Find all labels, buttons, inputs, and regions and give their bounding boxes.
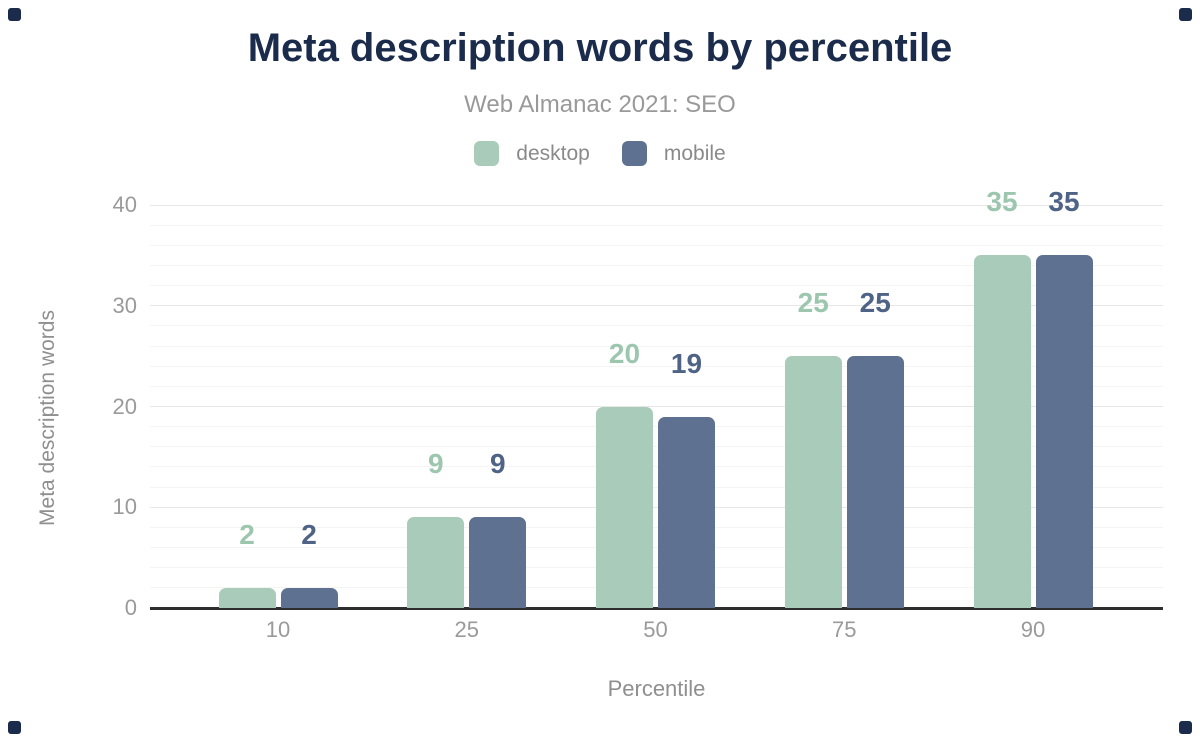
bar-desktop-p50[interactable] [596,406,653,608]
value-label-desktop-p50: 20 [608,337,641,369]
value-label-desktop-p75: 25 [797,287,829,319]
minor-gridline [150,244,1163,246]
corner-marker [8,8,21,21]
value-label-desktop-p25: 9 [427,448,444,480]
x-tick-label-75: 75 [832,617,857,642]
minor-gridline [150,385,1163,387]
x-tick-label-10: 10 [265,617,291,642]
y-tick-label-20: 20 [112,393,137,419]
value-label-mobile-p10: 2 [301,518,317,550]
y-tick-label-0: 0 [124,595,137,620]
major-gridline [150,406,1163,407]
x-tick-label-90: 90 [1020,617,1046,642]
bar-mobile-p10[interactable] [280,587,338,608]
y-tick-label-40: 40 [112,192,137,217]
bar-desktop-p10[interactable] [218,587,276,608]
x-tick-label-25: 25 [454,617,479,642]
legend-item-mobile[interactable]: mobile [621,141,726,166]
minor-gridline [150,264,1163,266]
minor-gridline [150,426,1163,428]
major-gridline [150,204,1163,206]
minor-gridline [150,365,1163,367]
legend-swatch-desktop [474,141,500,166]
bar-desktop-p75[interactable] [784,356,842,608]
bar-mobile-p50[interactable] [658,416,715,608]
major-gridline [150,506,1163,508]
x-axis-title: Percentile [607,676,706,701]
minor-gridline [150,526,1163,528]
minor-gridline [150,567,1163,569]
bar-desktop-p25[interactable] [407,517,465,608]
minor-gridline [150,486,1163,488]
value-label-desktop-p90: 35 [986,186,1018,218]
chart-title: Meta description words by percentile [247,26,953,70]
value-label-mobile-p75: 25 [859,287,891,319]
x-axis-line [150,607,1163,610]
minor-gridline [150,224,1163,226]
minor-gridline [150,446,1163,448]
corner-marker [1179,721,1192,734]
legend-label: desktop [516,141,590,165]
value-label-desktop-p10: 2 [239,518,255,550]
minor-gridline [150,325,1163,327]
value-label-mobile-p50: 19 [670,347,703,379]
value-label-mobile-p25: 9 [489,448,506,480]
chart-subtitle: Web Almanac 2021: SEO [464,91,736,118]
bar-mobile-p90[interactable] [1035,255,1093,608]
y-tick-label-10: 10 [112,494,137,520]
corner-marker [8,721,21,734]
minor-gridline [150,587,1163,589]
y-axis-title: Meta description words [36,310,59,526]
x-tick-label-50: 50 [643,617,668,642]
legend-swatch-mobile [621,141,647,166]
bar-desktop-p90[interactable] [973,255,1031,608]
legend-item-desktop[interactable]: desktop [474,141,590,166]
y-tick-label-30: 30 [112,292,137,318]
major-gridline [150,305,1163,307]
minor-gridline [150,345,1163,347]
bar-mobile-p75[interactable] [846,356,904,608]
minor-gridline [150,466,1163,468]
corner-marker [1179,8,1192,21]
bar-mobile-p25[interactable] [469,517,527,608]
minor-gridline [150,547,1163,549]
minor-gridline [150,285,1163,287]
legend-label: mobile [663,141,726,165]
value-label-mobile-p90: 35 [1048,186,1080,218]
legend: desktop mobile [0,141,1200,166]
